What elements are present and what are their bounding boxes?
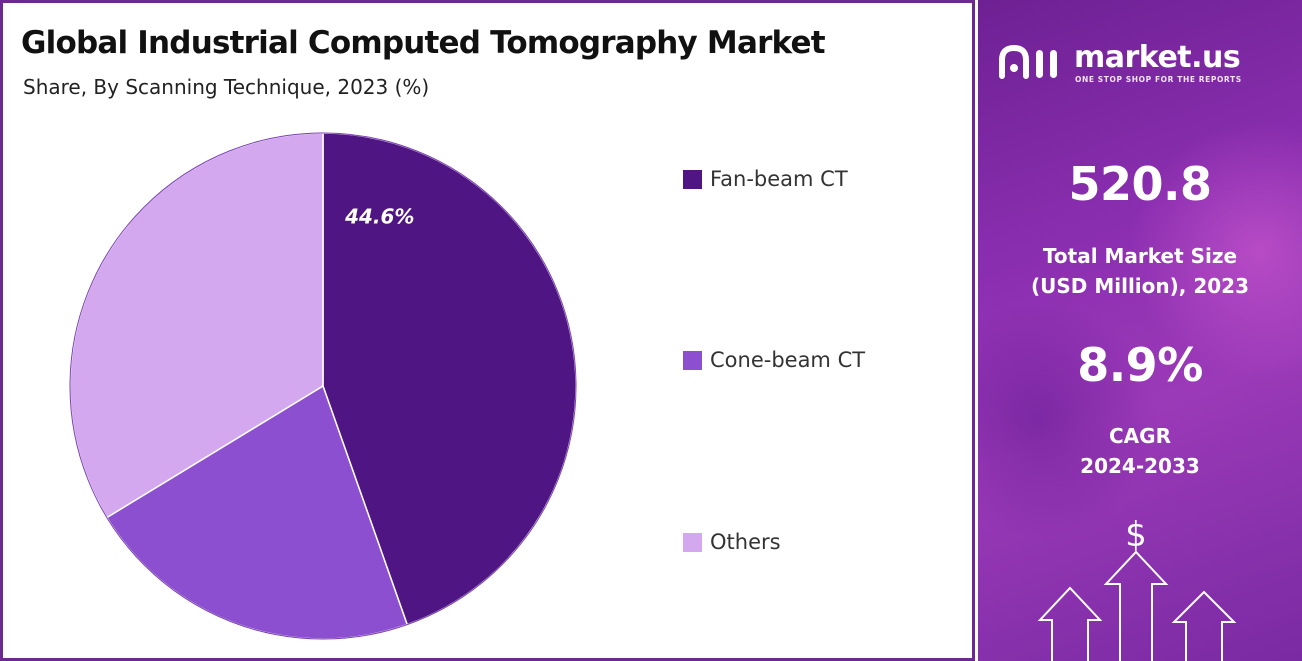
legend-item-fan-beam: Fan-beam CT bbox=[683, 164, 848, 194]
legend-item-cone-beam: Cone-beam CT bbox=[683, 345, 865, 375]
legend-item-others: Others bbox=[683, 527, 781, 557]
market-size-label-unit: (USD Million), 2023 bbox=[1030, 274, 1250, 298]
market-size-label: Total Market Size bbox=[1042, 244, 1238, 268]
logo-tagline: ONE STOP SHOP FOR THE REPORTS bbox=[1075, 75, 1242, 84]
cagr-label: CAGR bbox=[1109, 424, 1171, 448]
legend-label: Cone-beam CT bbox=[710, 348, 866, 372]
legend-swatch bbox=[683, 169, 702, 189]
cagr-period: 2024-2033 bbox=[1080, 454, 1200, 478]
market-size-value: 520.8 bbox=[1068, 157, 1212, 211]
stats-sidebar: market.us ONE STOP SHOP FOR THE REPORTS … bbox=[978, 0, 1302, 661]
market-us-logo-icon bbox=[999, 44, 1057, 79]
cagr-value: 8.9% bbox=[1077, 338, 1203, 392]
pie-data-label: 44.6% bbox=[344, 205, 414, 229]
dollar-icon: $ bbox=[1125, 515, 1147, 555]
chart-panel: Global Industrial Computed Tomography Ma… bbox=[0, 0, 975, 661]
logo-text: market.us bbox=[1074, 40, 1241, 75]
pie-outline bbox=[69, 132, 577, 640]
legend-swatch bbox=[683, 350, 702, 370]
pie-chart: 44.6% bbox=[69, 132, 577, 640]
chart-title: Global Industrial Computed Tomography Ma… bbox=[21, 25, 826, 61]
legend-label: Others bbox=[710, 530, 781, 554]
growth-arrows-icon: $ bbox=[1037, 515, 1237, 661]
legend-swatch bbox=[683, 532, 702, 552]
legend-label: Fan-beam CT bbox=[710, 167, 848, 191]
chart-subtitle: Share, By Scanning Technique, 2023 (%) bbox=[23, 75, 430, 99]
